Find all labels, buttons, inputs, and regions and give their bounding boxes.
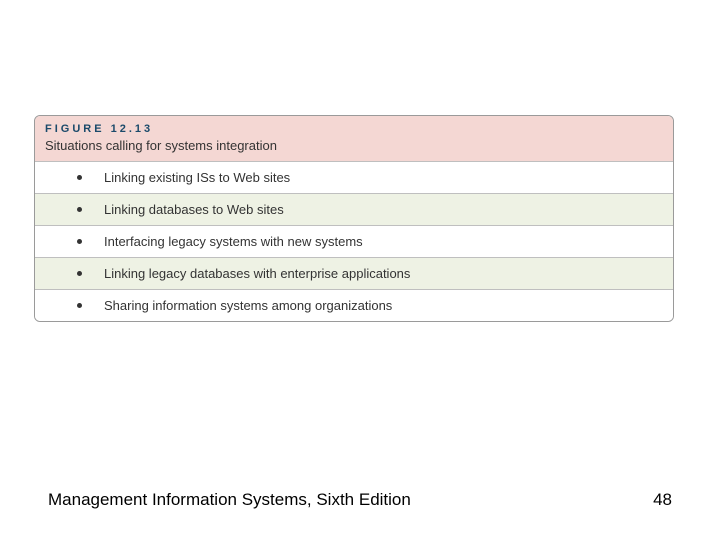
- list-item-text: Linking databases to Web sites: [104, 202, 284, 217]
- figure-header: FIGURE 12.13 Situations calling for syst…: [35, 116, 673, 162]
- slide-page: FIGURE 12.13 Situations calling for syst…: [0, 0, 720, 540]
- list-item-text: Sharing information systems among organi…: [104, 298, 392, 313]
- list-item: Sharing information systems among organi…: [35, 290, 673, 321]
- list-item-text: Interfacing legacy systems with new syst…: [104, 234, 363, 249]
- bullet-icon: [77, 271, 82, 276]
- figure-label: FIGURE 12.13: [45, 123, 663, 135]
- bullet-icon: [77, 175, 82, 180]
- list-item: Linking existing ISs to Web sites: [35, 162, 673, 194]
- list-item: Interfacing legacy systems with new syst…: [35, 226, 673, 258]
- figure-box: FIGURE 12.13 Situations calling for syst…: [34, 115, 674, 322]
- list-item-text: Linking existing ISs to Web sites: [104, 170, 290, 185]
- bullet-icon: [77, 207, 82, 212]
- list-item: Linking legacy databases with enterprise…: [35, 258, 673, 290]
- list-item-text: Linking legacy databases with enterprise…: [104, 266, 410, 281]
- list-item: Linking databases to Web sites: [35, 194, 673, 226]
- footer-text: Management Information Systems, Sixth Ed…: [48, 490, 411, 510]
- figure-title: Situations calling for systems integrati…: [45, 138, 663, 153]
- slide-footer: Management Information Systems, Sixth Ed…: [48, 490, 672, 510]
- bullet-icon: [77, 239, 82, 244]
- bullet-icon: [77, 303, 82, 308]
- page-number: 48: [653, 490, 672, 510]
